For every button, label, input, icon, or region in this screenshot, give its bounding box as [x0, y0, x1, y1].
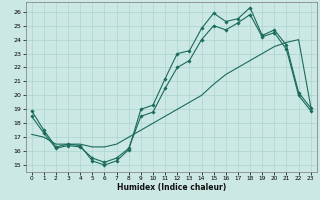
X-axis label: Humidex (Indice chaleur): Humidex (Indice chaleur) — [116, 183, 226, 192]
